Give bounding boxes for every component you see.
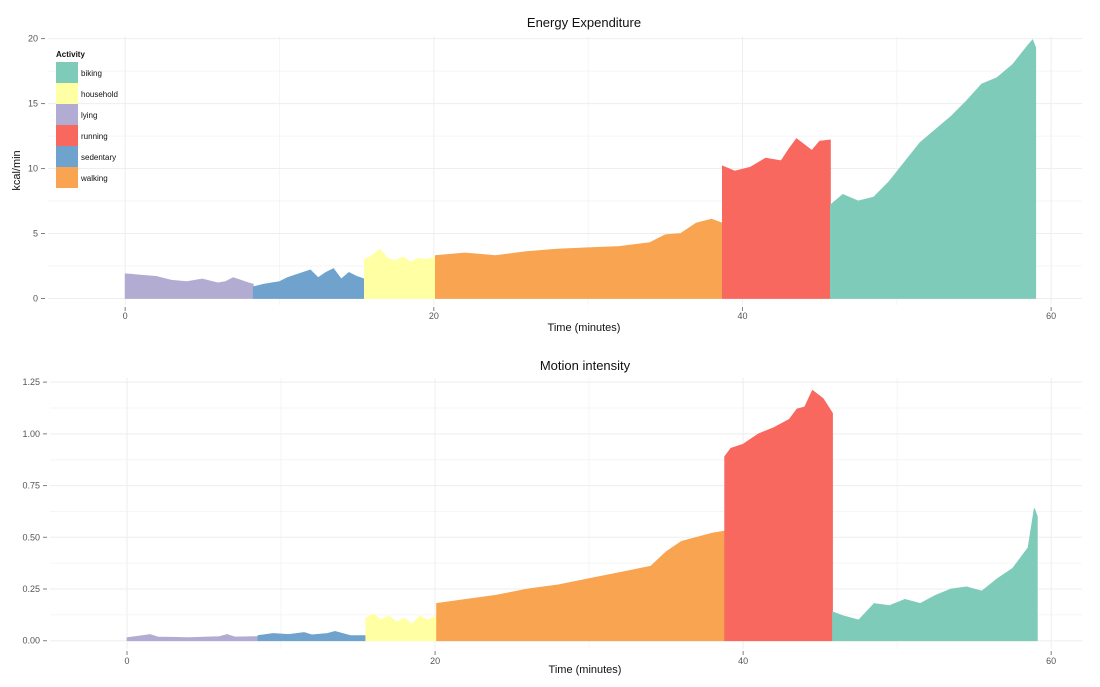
area-household [365, 613, 437, 642]
legend-label-household: household [81, 90, 118, 99]
area-walking [436, 530, 726, 642]
y-tick-label: 0.25 [22, 584, 40, 594]
x-tick-label: 20 [430, 656, 440, 666]
y-tick-label: 0 [33, 294, 38, 304]
legend-swatch-biking [56, 62, 78, 83]
x-tick-label: 60 [1046, 311, 1056, 321]
chart-title: Energy Expenditure [527, 15, 641, 30]
legend-label-lying: lying [81, 111, 97, 120]
x-tick-label: 0 [123, 311, 128, 321]
legend-swatch-walking [56, 167, 78, 188]
x-tick-label: 40 [737, 311, 747, 321]
y-tick-label: 1.25 [22, 377, 40, 387]
area-biking [832, 508, 1038, 642]
legend-swatch-running [56, 125, 78, 146]
x-tick-label: 20 [429, 311, 439, 321]
legend-label-running: running [81, 132, 108, 141]
legend-swatch-lying [56, 104, 78, 125]
y-tick-label: 0.50 [22, 532, 40, 542]
x-tick-label: 60 [1046, 656, 1056, 666]
y-tick-label: 0.75 [22, 481, 40, 491]
legend-title: Activity [56, 50, 85, 59]
y-tick-label: 5 [33, 229, 38, 239]
legend-label-walking: walking [80, 174, 108, 183]
area-lying [126, 634, 259, 642]
legend-label-sedentary: sedentary [81, 153, 116, 162]
area-household [364, 248, 436, 299]
area-sedentary [257, 630, 367, 642]
area-running [724, 389, 833, 642]
y-tick-label: 15 [28, 99, 38, 109]
x-tick-label: 0 [125, 656, 130, 666]
x-axis-label: Time (minutes) [548, 322, 621, 334]
area-walking [435, 218, 723, 299]
area-lying [124, 273, 254, 299]
x-tick-label: 40 [738, 656, 748, 666]
y-tick-label: 20 [28, 34, 38, 44]
chart-title: Motion intensity [540, 358, 631, 373]
y-tick-label: 0.00 [22, 636, 40, 646]
y-tick-label: 10 [28, 164, 38, 174]
y-axis-label: kcal/min [11, 150, 23, 190]
x-axis-label: Time (minutes) [549, 664, 622, 676]
area-biking [830, 39, 1037, 299]
y-tick-label: 1.00 [22, 429, 40, 439]
legend-label-biking: biking [81, 69, 102, 78]
area-running [722, 138, 831, 299]
legend-swatch-sedentary [56, 146, 78, 167]
legend-swatch-household [56, 83, 78, 104]
area-sedentary [252, 268, 365, 299]
